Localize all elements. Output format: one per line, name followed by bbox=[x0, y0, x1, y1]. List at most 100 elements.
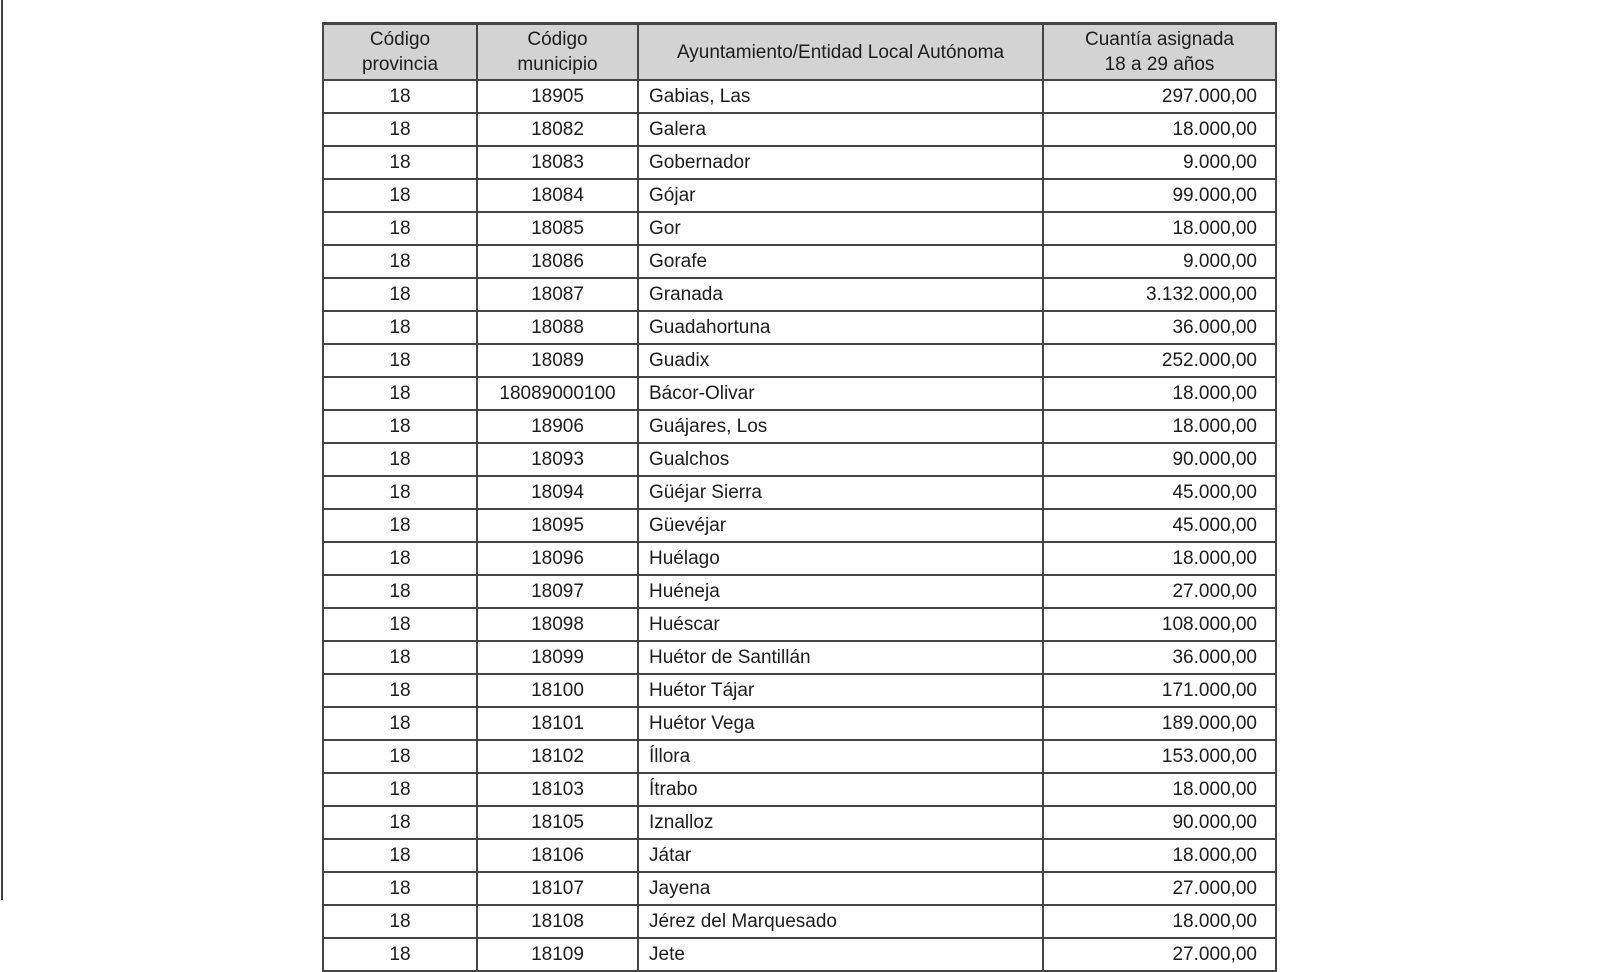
table-header: Código provincia Código municipio Ayunta… bbox=[322, 22, 1277, 81]
cell-cuantia: 108.000,00 bbox=[1042, 607, 1277, 642]
cell-codigo-municipio: 18088 bbox=[476, 310, 639, 345]
cell-codigo-municipio: 18085 bbox=[476, 211, 639, 246]
cell-codigo-provincia: 18 bbox=[322, 442, 478, 477]
cell-codigo-municipio: 18100 bbox=[476, 673, 639, 708]
cell-codigo-provincia: 18 bbox=[322, 409, 478, 444]
cell-ayuntamiento: Gorafe bbox=[637, 244, 1044, 279]
cell-ayuntamiento: Gor bbox=[637, 211, 1044, 246]
allocation-table: Código provincia Código municipio Ayunta… bbox=[322, 22, 1277, 972]
cell-codigo-municipio: 18105 bbox=[476, 805, 639, 840]
cell-codigo-provincia: 18 bbox=[322, 871, 478, 906]
cell-codigo-provincia: 18 bbox=[322, 937, 478, 972]
cell-cuantia: 90.000,00 bbox=[1042, 805, 1277, 840]
table-row: 18 18905 Gabias, Las 297.000,00 bbox=[322, 79, 1277, 114]
cell-codigo-municipio: 18106 bbox=[476, 838, 639, 873]
cell-codigo-provincia: 18 bbox=[322, 805, 478, 840]
page-edge-line bbox=[1, 0, 3, 900]
cell-cuantia: 27.000,00 bbox=[1042, 871, 1277, 906]
header-codigo-municipio: Código municipio bbox=[476, 22, 639, 81]
cell-ayuntamiento: Íllora bbox=[637, 739, 1044, 774]
cell-codigo-provincia: 18 bbox=[322, 508, 478, 543]
cell-cuantia: 36.000,00 bbox=[1042, 310, 1277, 345]
table-row: 18 18103 Ítrabo 18.000,00 bbox=[322, 772, 1277, 807]
cell-cuantia: 297.000,00 bbox=[1042, 79, 1277, 114]
cell-codigo-provincia: 18 bbox=[322, 904, 478, 939]
cell-codigo-provincia: 18 bbox=[322, 739, 478, 774]
cell-codigo-municipio: 18095 bbox=[476, 508, 639, 543]
cell-ayuntamiento: Gabias, Las bbox=[637, 79, 1044, 114]
cell-cuantia: 3.132.000,00 bbox=[1042, 277, 1277, 312]
header-cuantia-asignada: Cuantía asignada 18 a 29 años bbox=[1042, 22, 1277, 81]
cell-codigo-provincia: 18 bbox=[322, 640, 478, 675]
table-row: 18 18093 Gualchos 90.000,00 bbox=[322, 442, 1277, 477]
cell-ayuntamiento: Bácor-Olivar bbox=[637, 376, 1044, 411]
cell-ayuntamiento: Guájares, Los bbox=[637, 409, 1044, 444]
cell-codigo-provincia: 18 bbox=[322, 277, 478, 312]
cell-codigo-provincia: 18 bbox=[322, 574, 478, 609]
table-row: 18 18098 Huéscar 108.000,00 bbox=[322, 607, 1277, 642]
cell-ayuntamiento: Jete bbox=[637, 937, 1044, 972]
table-row: 18 18089 Guadix 252.000,00 bbox=[322, 343, 1277, 378]
table-row: 18 18109 Jete 27.000,00 bbox=[322, 937, 1277, 972]
table-row: 18 18097 Huéneja 27.000,00 bbox=[322, 574, 1277, 609]
cell-cuantia: 9.000,00 bbox=[1042, 244, 1277, 279]
table-body: 18 18905 Gabias, Las 297.000,00 18 18082 Galer… bbox=[322, 79, 1277, 972]
cell-codigo-municipio: 18099 bbox=[476, 640, 639, 675]
cell-ayuntamiento: Gobernador bbox=[637, 145, 1044, 180]
table-row: 18 18082 Galera 18.000,00 bbox=[322, 112, 1277, 147]
cell-cuantia: 171.000,00 bbox=[1042, 673, 1277, 708]
cell-codigo-provincia: 18 bbox=[322, 211, 478, 246]
cell-codigo-provincia: 18 bbox=[322, 475, 478, 510]
cell-codigo-municipio: 18906 bbox=[476, 409, 639, 444]
cell-ayuntamiento: Huélago bbox=[637, 541, 1044, 576]
cell-codigo-municipio: 18109 bbox=[476, 937, 639, 972]
table-row: 18 18105 Iznalloz 90.000,00 bbox=[322, 805, 1277, 840]
cell-codigo-municipio: 18097 bbox=[476, 574, 639, 609]
cell-ayuntamiento: Huétor de Santillán bbox=[637, 640, 1044, 675]
cell-ayuntamiento: Jayena bbox=[637, 871, 1044, 906]
cell-cuantia: 18.000,00 bbox=[1042, 112, 1277, 147]
cell-ayuntamiento: Güevéjar bbox=[637, 508, 1044, 543]
allocation-table-container: Código provincia Código municipio Ayunta… bbox=[322, 22, 1277, 972]
cell-cuantia: 18.000,00 bbox=[1042, 772, 1277, 807]
cell-codigo-provincia: 18 bbox=[322, 838, 478, 873]
header-codigo-provincia: Código provincia bbox=[322, 22, 478, 81]
cell-codigo-municipio: 18089000100 bbox=[476, 376, 639, 411]
cell-codigo-provincia: 18 bbox=[322, 376, 478, 411]
cell-ayuntamiento: Gójar bbox=[637, 178, 1044, 213]
cell-ayuntamiento: Huétor Vega bbox=[637, 706, 1044, 741]
cell-codigo-municipio: 18084 bbox=[476, 178, 639, 213]
table-row: 18 18099 Huétor de Santillán 36.000,00 bbox=[322, 640, 1277, 675]
cell-cuantia: 189.000,00 bbox=[1042, 706, 1277, 741]
cell-cuantia: 153.000,00 bbox=[1042, 739, 1277, 774]
cell-codigo-provincia: 18 bbox=[322, 772, 478, 807]
table-row: 18 18101 Huétor Vega 189.000,00 bbox=[322, 706, 1277, 741]
cell-cuantia: 18.000,00 bbox=[1042, 838, 1277, 873]
cell-ayuntamiento: Gualchos bbox=[637, 442, 1044, 477]
cell-cuantia: 36.000,00 bbox=[1042, 640, 1277, 675]
cell-codigo-municipio: 18101 bbox=[476, 706, 639, 741]
header-row: Código provincia Código municipio Ayunta… bbox=[322, 22, 1277, 81]
table-row: 18 18095 Güevéjar 45.000,00 bbox=[322, 508, 1277, 543]
cell-ayuntamiento: Játar bbox=[637, 838, 1044, 873]
cell-codigo-municipio: 18905 bbox=[476, 79, 639, 114]
cell-codigo-provincia: 18 bbox=[322, 145, 478, 180]
cell-codigo-municipio: 18089 bbox=[476, 343, 639, 378]
cell-cuantia: 9.000,00 bbox=[1042, 145, 1277, 180]
cell-cuantia: 18.000,00 bbox=[1042, 211, 1277, 246]
cell-codigo-provincia: 18 bbox=[322, 673, 478, 708]
table-row: 18 18094 Güéjar Sierra 45.000,00 bbox=[322, 475, 1277, 510]
table-row: 18 18086 Gorafe 9.000,00 bbox=[322, 244, 1277, 279]
table-row: 18 18107 Jayena 27.000,00 bbox=[322, 871, 1277, 906]
cell-ayuntamiento: Guadix bbox=[637, 343, 1044, 378]
cell-ayuntamiento: Huétor Tájar bbox=[637, 673, 1044, 708]
table-row: 18 18096 Huélago 18.000,00 bbox=[322, 541, 1277, 576]
cell-ayuntamiento: Granada bbox=[637, 277, 1044, 312]
table-row: 18 18108 Jérez del Marquesado 18.000,00 bbox=[322, 904, 1277, 939]
cell-codigo-provincia: 18 bbox=[322, 541, 478, 576]
table-row: 18 18102 Íllora 153.000,00 bbox=[322, 739, 1277, 774]
cell-ayuntamiento: Galera bbox=[637, 112, 1044, 147]
cell-codigo-municipio: 18102 bbox=[476, 739, 639, 774]
cell-codigo-municipio: 18096 bbox=[476, 541, 639, 576]
table-row: 18 18084 Gójar 99.000,00 bbox=[322, 178, 1277, 213]
